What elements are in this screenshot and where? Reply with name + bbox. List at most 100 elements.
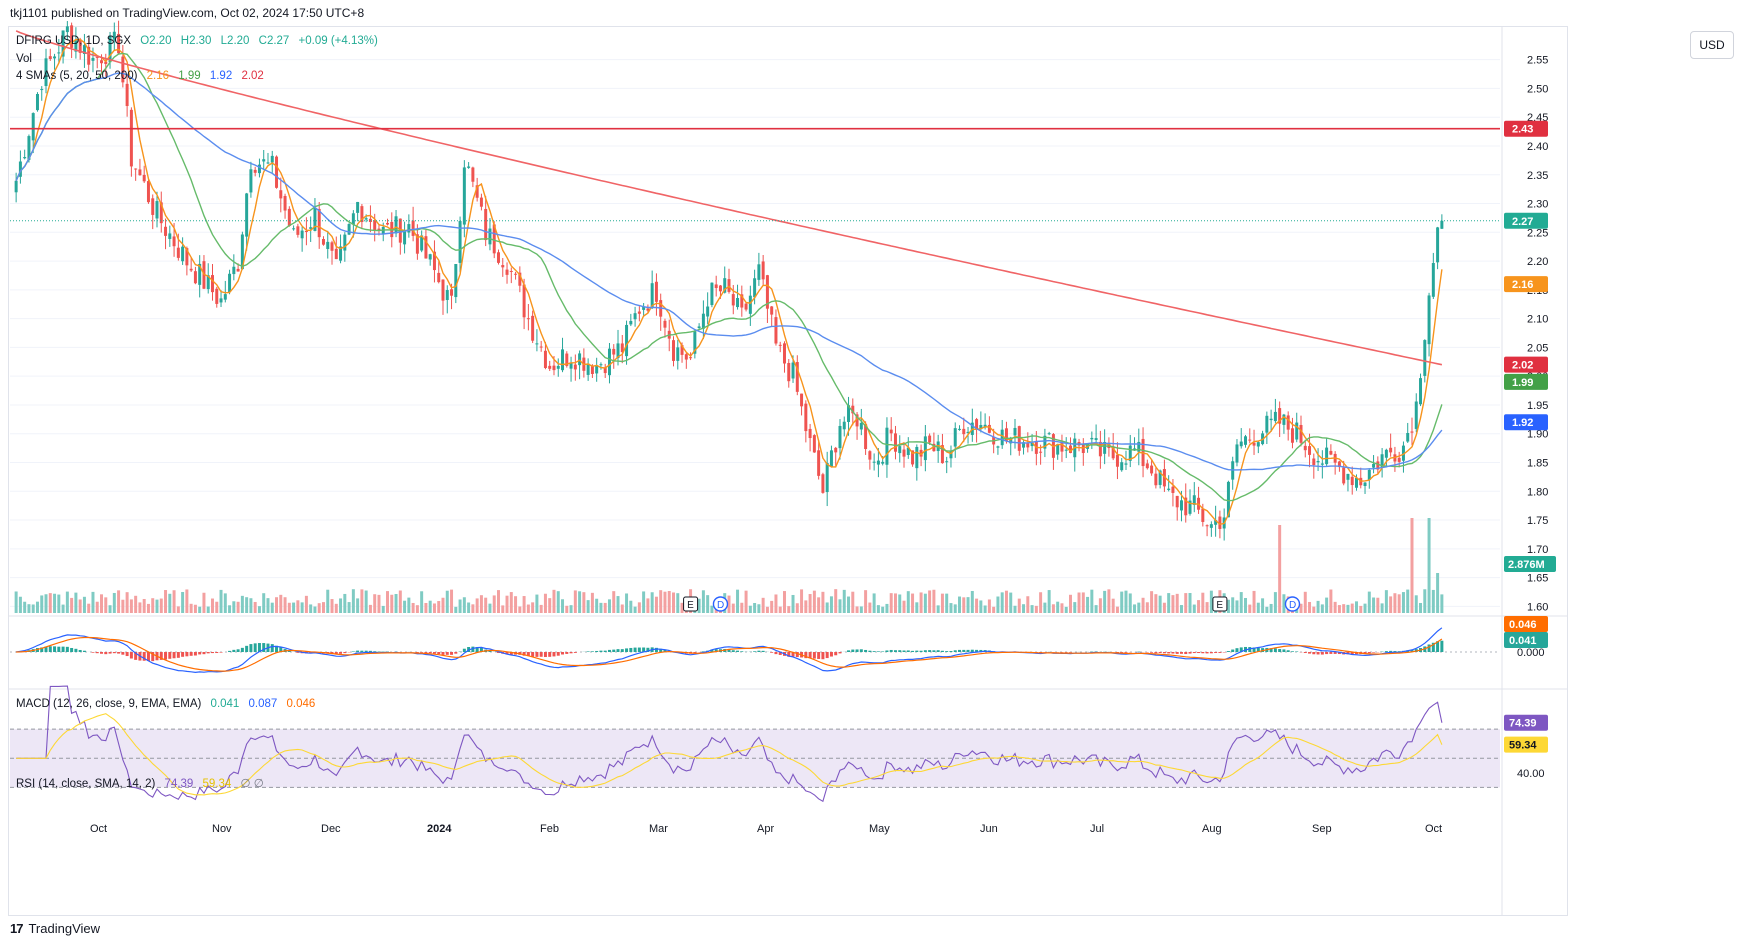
candle-body[interactable] — [334, 248, 338, 260]
candle-body[interactable] — [313, 208, 317, 231]
candle-body[interactable] — [654, 281, 658, 302]
candle-body[interactable] — [108, 35, 112, 63]
candle-body[interactable] — [569, 362, 573, 369]
candle-body[interactable] — [616, 343, 620, 359]
candle-body[interactable] — [612, 348, 616, 355]
candle-body[interactable] — [275, 156, 279, 188]
candle-body[interactable] — [693, 331, 697, 354]
candle-body[interactable] — [787, 362, 791, 382]
candle-body[interactable] — [923, 436, 927, 461]
candle-body[interactable] — [1244, 436, 1248, 445]
candle-body[interactable] — [232, 266, 236, 275]
candle-body[interactable] — [642, 306, 646, 310]
candle-body[interactable] — [454, 264, 458, 298]
candle-body[interactable] — [633, 313, 637, 320]
candle-body[interactable] — [496, 252, 500, 263]
candle-body[interactable] — [599, 364, 603, 366]
candle-body[interactable] — [351, 213, 355, 225]
candle-body[interactable] — [1026, 443, 1030, 448]
candle-body[interactable] — [18, 161, 22, 177]
candle-body[interactable] — [87, 46, 91, 65]
candle-body[interactable] — [1342, 467, 1346, 484]
candle-body[interactable] — [753, 278, 757, 298]
candle-body[interactable] — [283, 195, 287, 211]
candle-body[interactable] — [949, 450, 953, 459]
candle-body[interactable] — [467, 166, 471, 168]
candle-body[interactable] — [1384, 449, 1388, 458]
candle-body[interactable] — [1235, 444, 1239, 463]
candle-body[interactable] — [680, 345, 684, 355]
candle-body[interactable] — [761, 261, 765, 280]
macd-label[interactable]: MACD (12, 26, close, 9, EMA, EMA) — [16, 698, 202, 710]
candle-body[interactable] — [287, 208, 291, 227]
candle-body[interactable] — [210, 275, 214, 293]
candle-body[interactable] — [270, 155, 274, 163]
candle-body[interactable] — [347, 224, 351, 235]
candle-body[interactable] — [526, 318, 530, 320]
candle-body[interactable] — [1265, 415, 1269, 433]
candle-body[interactable] — [607, 348, 611, 376]
candle-body[interactable] — [40, 89, 44, 91]
candle-body[interactable] — [70, 25, 74, 48]
candle-body[interactable] — [360, 206, 364, 223]
candle-body[interactable] — [296, 226, 300, 235]
candle-body[interactable] — [697, 326, 701, 329]
candle-body[interactable] — [1214, 520, 1218, 525]
candle-body[interactable] — [142, 174, 146, 182]
candle-body[interactable] — [82, 45, 86, 55]
candle-body[interactable] — [1303, 445, 1307, 451]
candle-body[interactable] — [940, 445, 944, 464]
candle-body[interactable] — [1004, 428, 1008, 441]
candle-body[interactable] — [518, 272, 522, 286]
candle-body[interactable] — [548, 365, 552, 369]
candle-body[interactable] — [1239, 441, 1243, 447]
candle-body[interactable] — [868, 451, 872, 460]
candle-body[interactable] — [1299, 424, 1303, 443]
candle-body[interactable] — [364, 218, 368, 220]
candle-body[interactable] — [343, 234, 347, 251]
candle-body[interactable] — [479, 197, 483, 207]
candle-body[interactable] — [1436, 227, 1440, 263]
candle-body[interactable] — [718, 285, 722, 292]
candle-body[interactable] — [962, 428, 966, 435]
candle-body[interactable] — [898, 446, 902, 454]
candle-body[interactable] — [650, 283, 654, 308]
candle-body[interactable] — [800, 393, 804, 407]
candle-body[interactable] — [1290, 428, 1294, 443]
candle-body[interactable] — [1329, 450, 1333, 455]
candle-body[interactable] — [1124, 463, 1128, 465]
candle-body[interactable] — [689, 357, 693, 359]
candle-body[interactable] — [492, 224, 496, 254]
candle-body[interactable] — [714, 284, 718, 289]
candle-body[interactable] — [1337, 461, 1341, 468]
candle-body[interactable] — [219, 298, 223, 303]
candle-body[interactable] — [458, 221, 462, 263]
candle-body[interactable] — [817, 450, 821, 476]
candle-body[interactable] — [309, 227, 313, 229]
candle-body[interactable] — [1406, 432, 1410, 442]
candle-body[interactable] — [1427, 295, 1431, 345]
candle-body[interactable] — [1209, 524, 1213, 528]
candle-body[interactable] — [556, 365, 560, 369]
candle-body[interactable] — [1171, 486, 1175, 493]
rsi-label[interactable]: RSI (14, close, SMA, 14, 2) — [16, 778, 156, 790]
candle-body[interactable] — [740, 294, 744, 308]
candle-body[interactable] — [795, 362, 799, 392]
candle-body[interactable] — [488, 228, 492, 245]
candle-body[interactable] — [1056, 444, 1060, 455]
candle-body[interactable] — [253, 169, 257, 173]
candle-body[interactable] — [176, 247, 180, 258]
candle-body[interactable] — [864, 424, 868, 450]
candle-body[interactable] — [1030, 442, 1034, 447]
candle-body[interactable] — [808, 428, 812, 439]
candle-body[interactable] — [100, 60, 104, 64]
candle-body[interactable] — [975, 419, 979, 430]
candle-body[interactable] — [1286, 415, 1290, 430]
candle-body[interactable] — [543, 350, 547, 368]
candle-body[interactable] — [1226, 481, 1230, 518]
candle-body[interactable] — [1009, 437, 1013, 444]
candle-body[interactable] — [1205, 525, 1209, 527]
candle-body[interactable] — [1064, 449, 1068, 451]
candle-body[interactable] — [1320, 463, 1324, 465]
